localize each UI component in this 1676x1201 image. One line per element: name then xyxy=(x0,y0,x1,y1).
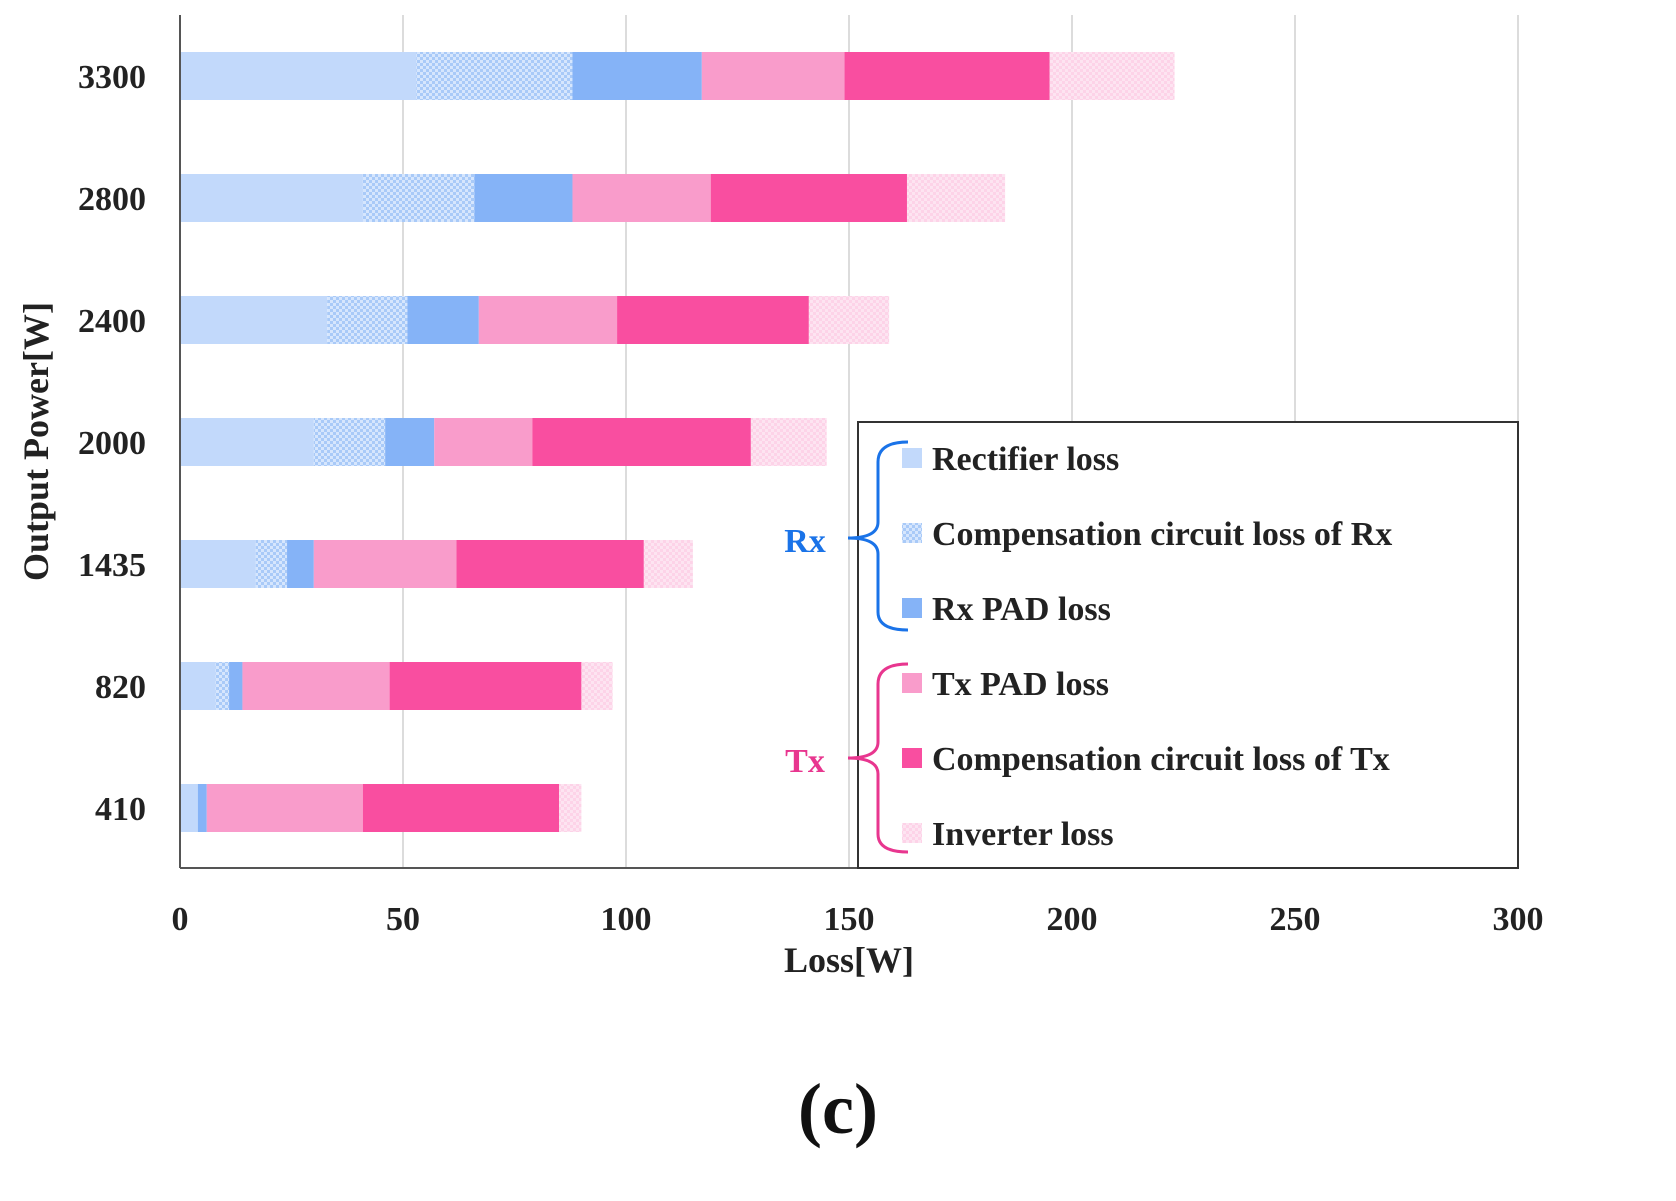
bar-inverter-loss-2000 xyxy=(750,418,827,466)
legend-label-inverter-loss: Inverter loss xyxy=(932,816,1114,853)
bar-compensation-circuit-loss-of-tx-2000 xyxy=(532,418,751,466)
legend-swatch-inverter-loss xyxy=(902,823,922,843)
bar-tx-pad-loss-2400 xyxy=(478,296,618,344)
bar-inverter-loss-410 xyxy=(559,784,582,832)
bar-compensation-circuit-loss-of-tx-820 xyxy=(389,662,582,710)
panel-label: (c) xyxy=(798,1069,878,1149)
legend-swatch-rectifier-loss xyxy=(902,448,922,468)
legend-group-rx-label: Rx xyxy=(784,523,826,560)
legend-swatch-rx-pad-loss xyxy=(902,598,922,618)
bar-rx-pad-loss-3300 xyxy=(572,52,702,100)
bar-inverter-loss-3300 xyxy=(1049,52,1175,100)
legend-label-rectifier-loss: Rectifier loss xyxy=(932,441,1119,478)
x-tick-label: 0 xyxy=(172,901,189,938)
bar-compensation-circuit-loss-of-rx-820 xyxy=(215,662,230,710)
bar-tx-pad-loss-2800 xyxy=(572,174,711,222)
legend-group-rx-brace xyxy=(847,440,909,632)
legend-swatch-compensation-circuit-loss-of-rx xyxy=(902,523,922,543)
legend-label-compensation-circuit-loss-of-rx: Compensation circuit loss of Rx xyxy=(932,516,1392,553)
bar-rx-pad-loss-2800 xyxy=(474,174,573,222)
legend-swatch-compensation-circuit-loss-of-tx xyxy=(902,748,922,768)
bar-compensation-circuit-loss-of-tx-1435 xyxy=(456,540,644,588)
y-tick-label: 2000 xyxy=(78,425,146,462)
bar-inverter-loss-2800 xyxy=(906,174,1006,222)
bar-rectifier-loss-2400 xyxy=(180,296,328,344)
legend-label-rx-pad-loss: Rx PAD loss xyxy=(932,591,1111,628)
legend-entries: Rectifier loss Compensation circuit loss … xyxy=(902,441,1392,853)
x-tick-label: 50 xyxy=(386,901,420,938)
x-tick-label: 300 xyxy=(1493,901,1544,938)
y-tick-label: 820 xyxy=(95,669,146,706)
bar-tx-pad-loss-410 xyxy=(206,784,363,832)
legend-group-tx-label: Tx xyxy=(785,743,825,780)
y-tick-label: 3300 xyxy=(78,59,146,96)
bar-inverter-loss-1435 xyxy=(643,540,693,588)
bar-rectifier-loss-820 xyxy=(180,662,216,710)
bar-tx-pad-loss-1435 xyxy=(313,540,457,588)
y-tick-label: 1435 xyxy=(78,547,146,584)
bar-rx-pad-loss-410 xyxy=(197,784,207,832)
bar-rectifier-loss-410 xyxy=(180,784,198,832)
x-tick-label: 150 xyxy=(824,901,875,938)
y-axis-label: Output Power[W] xyxy=(16,302,56,581)
bar-compensation-circuit-loss-of-tx-2400 xyxy=(617,296,809,344)
x-tick-label: 250 xyxy=(1270,901,1321,938)
legend: Rx Tx Rectifier loss Compensation circuit… xyxy=(784,421,1519,869)
bar-rx-pad-loss-1435 xyxy=(287,540,314,588)
bar-tx-pad-loss-3300 xyxy=(701,52,845,100)
legend-swatch-tx-pad-loss xyxy=(902,673,922,693)
bar-compensation-circuit-loss-of-tx-410 xyxy=(362,784,560,832)
x-tick-label: 200 xyxy=(1047,901,1098,938)
bar-tx-pad-loss-2000 xyxy=(434,418,533,466)
y-tick-label: 2400 xyxy=(78,303,146,340)
x-tick-label: 100 xyxy=(601,901,652,938)
legend-label-compensation-circuit-loss-of-tx: Compensation circuit loss of Tx xyxy=(932,741,1390,778)
axes: 0 50 100 150 200 250 300 Loss[W] Output Power[W]… xyxy=(16,15,1544,980)
bar-rx-pad-loss-820 xyxy=(229,662,243,710)
bar-rectifier-loss-3300 xyxy=(180,52,417,100)
legend-label-tx-pad-loss: Tx PAD loss xyxy=(932,666,1109,703)
bar-compensation-circuit-loss-of-rx-3300 xyxy=(416,52,573,100)
bar-compensation-circuit-loss-of-rx-2000 xyxy=(313,418,386,466)
bar-rx-pad-loss-2400 xyxy=(407,296,479,344)
bar-compensation-circuit-loss-of-rx-2800 xyxy=(362,174,475,222)
legend-box xyxy=(857,421,1519,869)
y-tick-label: 2800 xyxy=(78,181,146,218)
legend-group-tx-brace xyxy=(847,662,909,854)
bar-inverter-loss-820 xyxy=(581,662,613,710)
bar-rectifier-loss-2000 xyxy=(180,418,314,466)
bar-compensation-circuit-loss-of-tx-2800 xyxy=(710,174,907,222)
bar-inverter-loss-2400 xyxy=(808,296,890,344)
bar-compensation-circuit-loss-of-tx-3300 xyxy=(844,52,1050,100)
bar-tx-pad-loss-820 xyxy=(242,662,390,710)
bar-compensation-circuit-loss-of-rx-2400 xyxy=(327,296,408,344)
x-axis-label: Loss[W] xyxy=(784,940,914,980)
bar-rectifier-loss-1435 xyxy=(180,540,256,588)
bar-rectifier-loss-2800 xyxy=(180,174,363,222)
y-tick-label: 410 xyxy=(95,791,146,828)
bar-rx-pad-loss-2000 xyxy=(385,418,435,466)
bar-compensation-circuit-loss-of-rx-1435 xyxy=(255,540,288,588)
bars xyxy=(180,52,1175,832)
